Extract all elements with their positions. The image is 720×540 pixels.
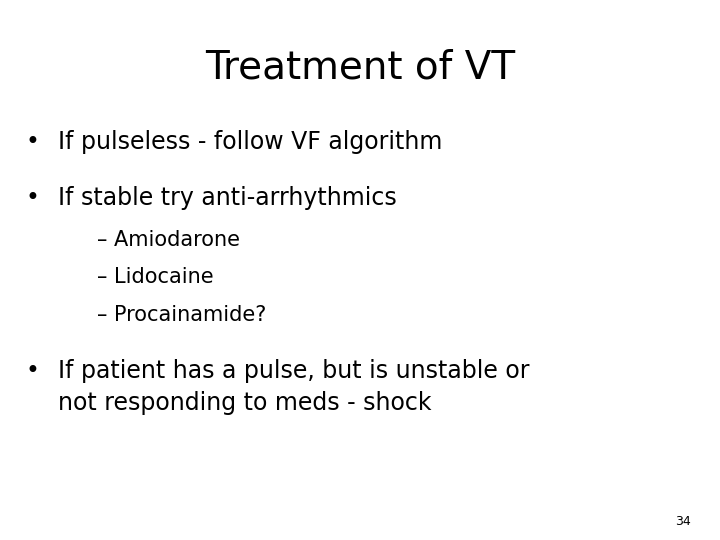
- Text: 34: 34: [675, 515, 691, 528]
- Text: •: •: [25, 130, 39, 153]
- Text: If patient has a pulse, but is unstable or
not responding to meds - shock: If patient has a pulse, but is unstable …: [58, 359, 529, 415]
- Text: – Amiodarone: – Amiodarone: [97, 230, 240, 249]
- Text: If pulseless - follow VF algorithm: If pulseless - follow VF algorithm: [58, 130, 442, 153]
- Text: Treatment of VT: Treatment of VT: [205, 49, 515, 86]
- Text: If stable try anti-arrhythmics: If stable try anti-arrhythmics: [58, 186, 396, 210]
- Text: •: •: [25, 359, 39, 383]
- Text: – Lidocaine: – Lidocaine: [97, 267, 214, 287]
- Text: •: •: [25, 186, 39, 210]
- Text: – Procainamide?: – Procainamide?: [97, 305, 266, 325]
